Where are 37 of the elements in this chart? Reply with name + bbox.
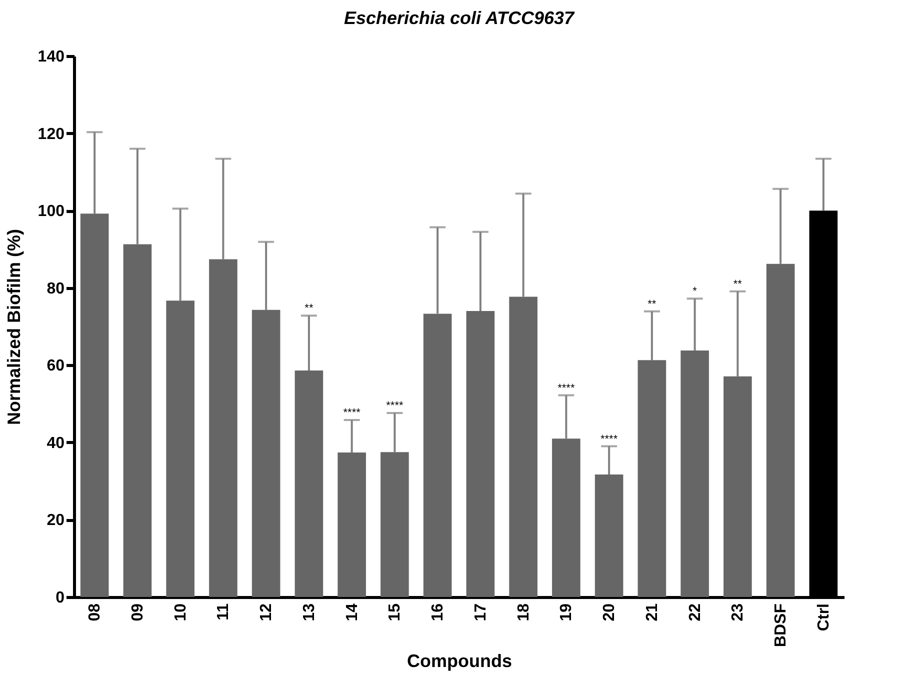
x-tick-label: BDSF [772,603,790,648]
y-tick-label: 140 [38,48,65,66]
annotation: ** [648,298,657,310]
annotation: **** [386,400,404,412]
x-axis-title: Compounds [407,651,512,672]
y-tick-label: 100 [38,203,65,220]
y-tick-label: 40 [46,434,65,452]
y-tick-label: 80 [46,280,65,298]
x-tick-label: 08 [86,603,104,622]
chart-title: Escherichia coli ATCC9637 [344,8,576,28]
y-tick-label: 120 [38,126,65,143]
x-tick-label: 19 [558,603,576,622]
annotation: **** [343,407,362,420]
x-tick-label: 23 [730,603,747,622]
annotation: **** [558,382,576,394]
x-tick-label: 11 [215,603,232,620]
annotation: **** [600,433,618,446]
annotation: * [692,286,698,298]
y-tick-label: 20 [46,512,65,530]
y-tick-label: 0 [56,590,65,606]
x-tick-label: 15 [386,603,404,622]
x-tick-label: 14 [344,603,361,622]
x-tick-label: 18 [515,603,532,622]
x-tick-label: 16 [430,603,447,622]
x-tick-label: 10 [172,603,190,622]
y-axis-title: Normalized Biofilm (%) [4,228,24,426]
x-tick-label: 22 [686,603,704,622]
x-tick-label: 09 [129,603,146,622]
annotation: ** [733,278,743,290]
x-tick-label: 12 [258,603,276,622]
x-tick-label: 21 [644,603,661,622]
x-tick-label: 13 [300,603,318,622]
x-tick-label: Ctrl [815,604,832,632]
x-tick-label: 20 [601,603,618,622]
x-tick-label: 17 [472,603,490,622]
annotation: ** [304,302,314,315]
y-tick-label: 60 [46,358,65,375]
